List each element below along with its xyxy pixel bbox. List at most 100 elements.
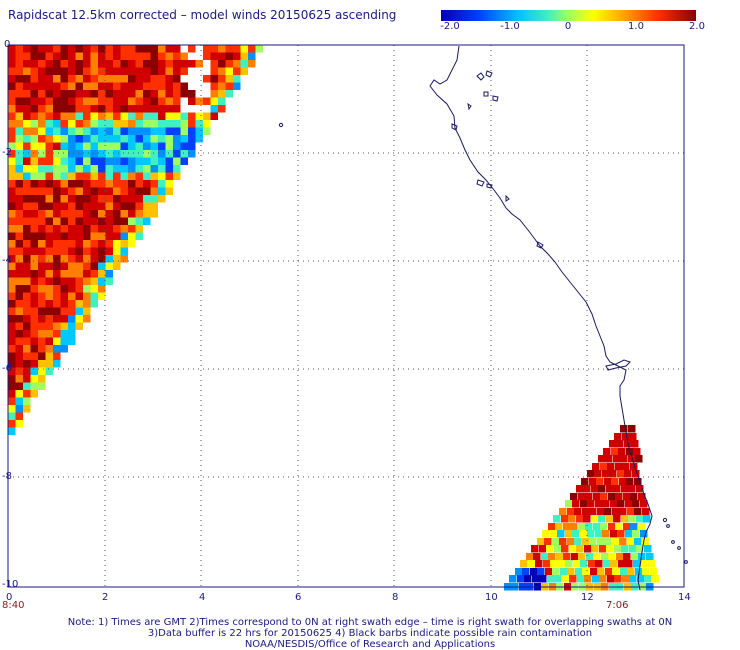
swath-cell [580, 530, 588, 538]
swath-cell [625, 500, 633, 508]
swath-cell [75, 262, 83, 270]
swath-cell [240, 67, 248, 75]
swath-cell [120, 255, 128, 263]
swath-cell [30, 45, 38, 53]
swath-cell [158, 172, 166, 180]
swath-cell [188, 127, 196, 135]
swath-cell [23, 247, 31, 255]
swath-cell [30, 172, 38, 180]
swath-cell [640, 560, 648, 568]
swath-cell [15, 75, 23, 83]
swath-cell [614, 545, 622, 553]
swath-cell [75, 165, 83, 173]
swath-cell [53, 45, 61, 53]
swath-cell [113, 232, 121, 240]
swath-cell [588, 560, 596, 568]
swath-cell [567, 508, 575, 516]
x-tick-label: 2 [102, 592, 109, 603]
swath-cell [225, 52, 233, 60]
swath-cell [38, 165, 46, 173]
swath-cell [195, 120, 203, 128]
swath-cell [120, 127, 128, 135]
swath-cell [60, 255, 68, 263]
swath-cell [173, 157, 181, 165]
swath-cell [90, 217, 98, 225]
swath-cell [135, 75, 143, 83]
swath-cell [638, 523, 646, 531]
swath-cell [165, 120, 173, 128]
swath-cell [45, 105, 53, 113]
swath-cell [113, 142, 121, 150]
swath-cell [60, 105, 68, 113]
footnote-line-3: NOAA/NESDIS/Office of Research and Appli… [244, 639, 496, 650]
swath-cell [233, 45, 241, 53]
swath-cell [8, 172, 16, 180]
swath-cell [532, 575, 540, 583]
swath-cell [610, 530, 618, 538]
swath-cell [135, 142, 143, 150]
swath-cell [68, 210, 76, 218]
swath-cell [631, 440, 639, 448]
swath-cell [83, 202, 91, 210]
swath-cell [8, 150, 16, 158]
swath-cell [165, 127, 173, 135]
swath-cell [128, 225, 136, 233]
swath-cell [45, 112, 53, 120]
swath-cell [120, 120, 128, 128]
swath-cell [600, 463, 608, 471]
swath-cell [53, 210, 61, 218]
swath-cell [15, 225, 23, 233]
swath-cell [53, 300, 61, 308]
swath-cell [180, 157, 188, 165]
swath-cell [53, 292, 61, 300]
swath-cell [150, 67, 158, 75]
swath-cell [563, 523, 571, 531]
swath-cell [646, 553, 654, 561]
swath-cell [15, 262, 23, 270]
swath-cell [569, 575, 577, 583]
swath-cell [533, 553, 541, 561]
swath-cell [218, 75, 226, 83]
swath-cell [8, 97, 16, 105]
swath-cell [98, 195, 106, 203]
swath-cell [15, 307, 23, 315]
swath-cell [582, 508, 590, 516]
swath-cell [128, 187, 136, 195]
swath-cell [53, 195, 61, 203]
swath-cell [15, 390, 23, 398]
swath-cell [30, 195, 38, 203]
swath-cell [8, 367, 16, 375]
swath-cell [15, 60, 23, 68]
swath-cell [38, 322, 46, 330]
swath-cell [98, 157, 106, 165]
swath-cell [38, 352, 46, 360]
swath-cell [632, 530, 640, 538]
swath-cell [589, 508, 597, 516]
swath-cell [75, 97, 83, 105]
swath-cell [23, 45, 31, 53]
swath-cell [105, 270, 113, 278]
swath-cell [135, 210, 143, 218]
swath-cell [23, 217, 31, 225]
swath-cell [593, 553, 601, 561]
swath-cell [75, 67, 83, 75]
swath-cell [630, 523, 638, 531]
swath-cell [23, 225, 31, 233]
x-tick-label: 0 [6, 592, 13, 603]
swath-cell [15, 165, 23, 173]
swath-cell [105, 67, 113, 75]
swath-cell [38, 67, 46, 75]
swath-cell [225, 60, 233, 68]
swath-cell [23, 315, 31, 323]
swath-cell [15, 97, 23, 105]
swath-cell [614, 433, 622, 441]
swath-cell [53, 345, 61, 353]
swath-cell [60, 232, 68, 240]
swath-cell [591, 545, 599, 553]
swath-cell [135, 225, 143, 233]
colorbar-tick-label: 2.0 [689, 21, 705, 32]
swath-cell [98, 67, 106, 75]
swath-cell [616, 440, 624, 448]
swath-cell [15, 150, 23, 158]
swath-cell [599, 545, 607, 553]
